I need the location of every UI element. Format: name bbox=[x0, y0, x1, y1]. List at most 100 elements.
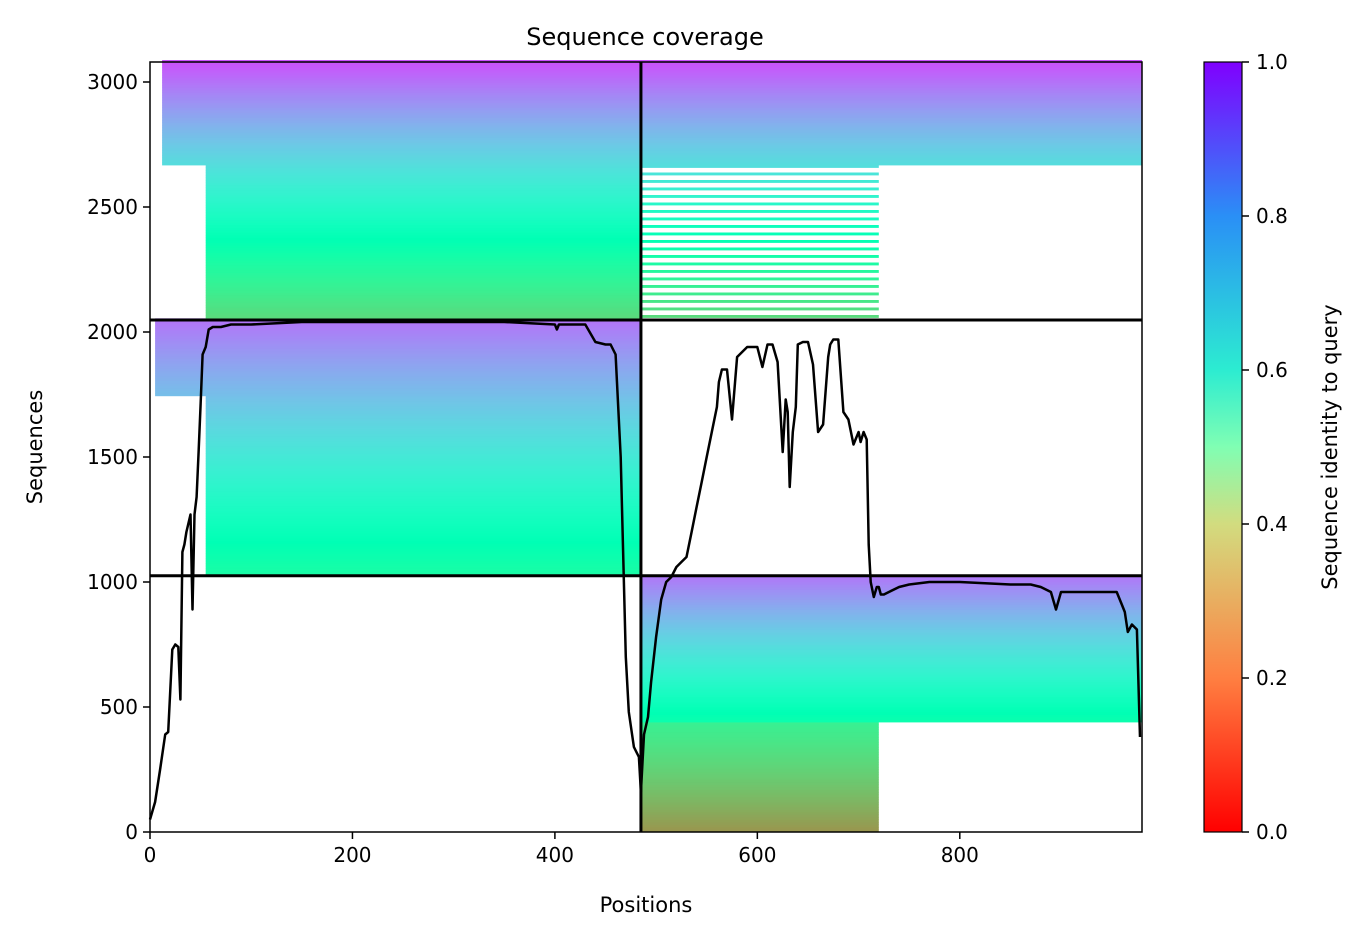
coverage-line-layer bbox=[148, 320, 1142, 820]
coverage-band bbox=[640, 734, 879, 738]
coverage-band bbox=[205, 525, 641, 529]
coverage-band bbox=[162, 67, 1143, 71]
coverage-band bbox=[205, 508, 641, 512]
colorbar-tick-label: 0.0 bbox=[1256, 820, 1288, 844]
coverage-band bbox=[205, 165, 879, 168]
coverage-band bbox=[162, 87, 1143, 91]
coverage-band bbox=[155, 370, 641, 374]
coverage-band bbox=[640, 802, 879, 805]
coverage-band bbox=[155, 385, 641, 389]
coverage-band bbox=[640, 714, 1142, 718]
coverage-band bbox=[205, 570, 641, 574]
coverage-band bbox=[205, 498, 641, 502]
x-tick-label: 600 bbox=[738, 843, 776, 867]
colorbar-tick-label: 0.8 bbox=[1256, 204, 1288, 228]
coverage-band bbox=[640, 767, 879, 770]
coverage-band bbox=[205, 475, 641, 479]
y-axis-ticks: 0 500 1000 1500 2000 2500 3000 bbox=[87, 70, 150, 844]
x-tick-label: 0 bbox=[144, 843, 157, 867]
coverage-band bbox=[205, 440, 641, 444]
coverage-band bbox=[205, 217, 879, 221]
coverage-band bbox=[640, 702, 1142, 705]
coverage-band bbox=[162, 80, 1143, 83]
coverage-band bbox=[205, 533, 641, 537]
y-tick-label: 1000 bbox=[87, 570, 138, 594]
coverage-band bbox=[162, 77, 1143, 81]
coverage-band bbox=[205, 167, 641, 171]
coverage-band bbox=[162, 115, 1143, 118]
coverage-band bbox=[205, 558, 641, 562]
coverage-band bbox=[640, 729, 879, 733]
coverage-band bbox=[162, 90, 1143, 93]
coverage-band bbox=[205, 302, 641, 306]
coverage-band bbox=[640, 679, 1142, 683]
coverage-band bbox=[205, 510, 641, 514]
coverage-band bbox=[205, 215, 641, 218]
coverage-band bbox=[205, 192, 641, 196]
coverage-band bbox=[205, 312, 641, 316]
coverage-band bbox=[205, 520, 641, 524]
coverage-band bbox=[640, 634, 1142, 638]
y-tick-label: 500 bbox=[100, 695, 138, 719]
coverage-band bbox=[162, 102, 1143, 106]
coverage-band bbox=[205, 483, 641, 487]
coverage-band bbox=[205, 458, 641, 462]
coverage-band bbox=[640, 794, 879, 798]
coverage-band bbox=[205, 420, 641, 424]
coverage-band bbox=[205, 235, 641, 238]
coverage-band bbox=[205, 400, 641, 404]
coverage-band bbox=[640, 797, 879, 800]
coverage-band bbox=[205, 395, 641, 399]
coverage-band bbox=[640, 592, 1142, 595]
coverage-band bbox=[640, 622, 1142, 625]
coverage-band bbox=[205, 172, 879, 176]
coverage-band bbox=[205, 548, 641, 552]
coverage-band bbox=[205, 315, 879, 318]
coverage-band bbox=[205, 543, 641, 547]
coverage-band bbox=[640, 712, 1142, 715]
coverage-band bbox=[155, 350, 641, 354]
coverage-band bbox=[205, 535, 641, 539]
coverage-band bbox=[640, 707, 1142, 710]
coverage-band bbox=[155, 358, 641, 362]
coverage-band bbox=[640, 804, 879, 808]
coverage-band bbox=[640, 709, 1142, 713]
coverage-band bbox=[162, 152, 1143, 156]
coverage-band bbox=[640, 739, 879, 743]
coverage-band bbox=[205, 262, 879, 266]
coverage-band bbox=[205, 448, 641, 452]
coverage-band bbox=[162, 82, 1143, 86]
coverage-band bbox=[205, 285, 879, 288]
coverage-band bbox=[205, 425, 641, 429]
coverage-band bbox=[640, 597, 1142, 600]
coverage-band bbox=[162, 145, 1143, 148]
colorbar-label: Sequence identity to query bbox=[1318, 304, 1342, 589]
coverage-band bbox=[205, 540, 641, 544]
coverage-band bbox=[162, 140, 1143, 143]
coverage-band bbox=[205, 485, 641, 489]
coverage-band bbox=[640, 637, 1142, 640]
coverage-band bbox=[205, 275, 641, 278]
coverage-band bbox=[205, 170, 641, 173]
coverage-band bbox=[640, 724, 879, 728]
coverage-band bbox=[640, 757, 879, 760]
coverage-band bbox=[205, 222, 641, 226]
coverage-band bbox=[155, 355, 641, 359]
coverage-band bbox=[205, 200, 641, 203]
coverage-band bbox=[640, 792, 879, 795]
coverage-band bbox=[640, 717, 1142, 720]
coverage-band bbox=[205, 555, 641, 559]
coverage-band bbox=[640, 642, 1142, 645]
coverage-band bbox=[640, 669, 1142, 673]
coverage-band bbox=[162, 160, 1143, 163]
coverage-band bbox=[205, 530, 641, 534]
coverage-band bbox=[640, 819, 879, 823]
coverage-band bbox=[205, 413, 641, 417]
colorbar-tick-label: 0.6 bbox=[1256, 358, 1288, 382]
coverage-band bbox=[205, 190, 641, 193]
coverage-band bbox=[205, 240, 879, 243]
coverage-band bbox=[162, 62, 1143, 66]
coverage-band bbox=[640, 657, 1142, 660]
coverage-band bbox=[640, 777, 879, 780]
y-tick-label: 3000 bbox=[87, 70, 138, 94]
